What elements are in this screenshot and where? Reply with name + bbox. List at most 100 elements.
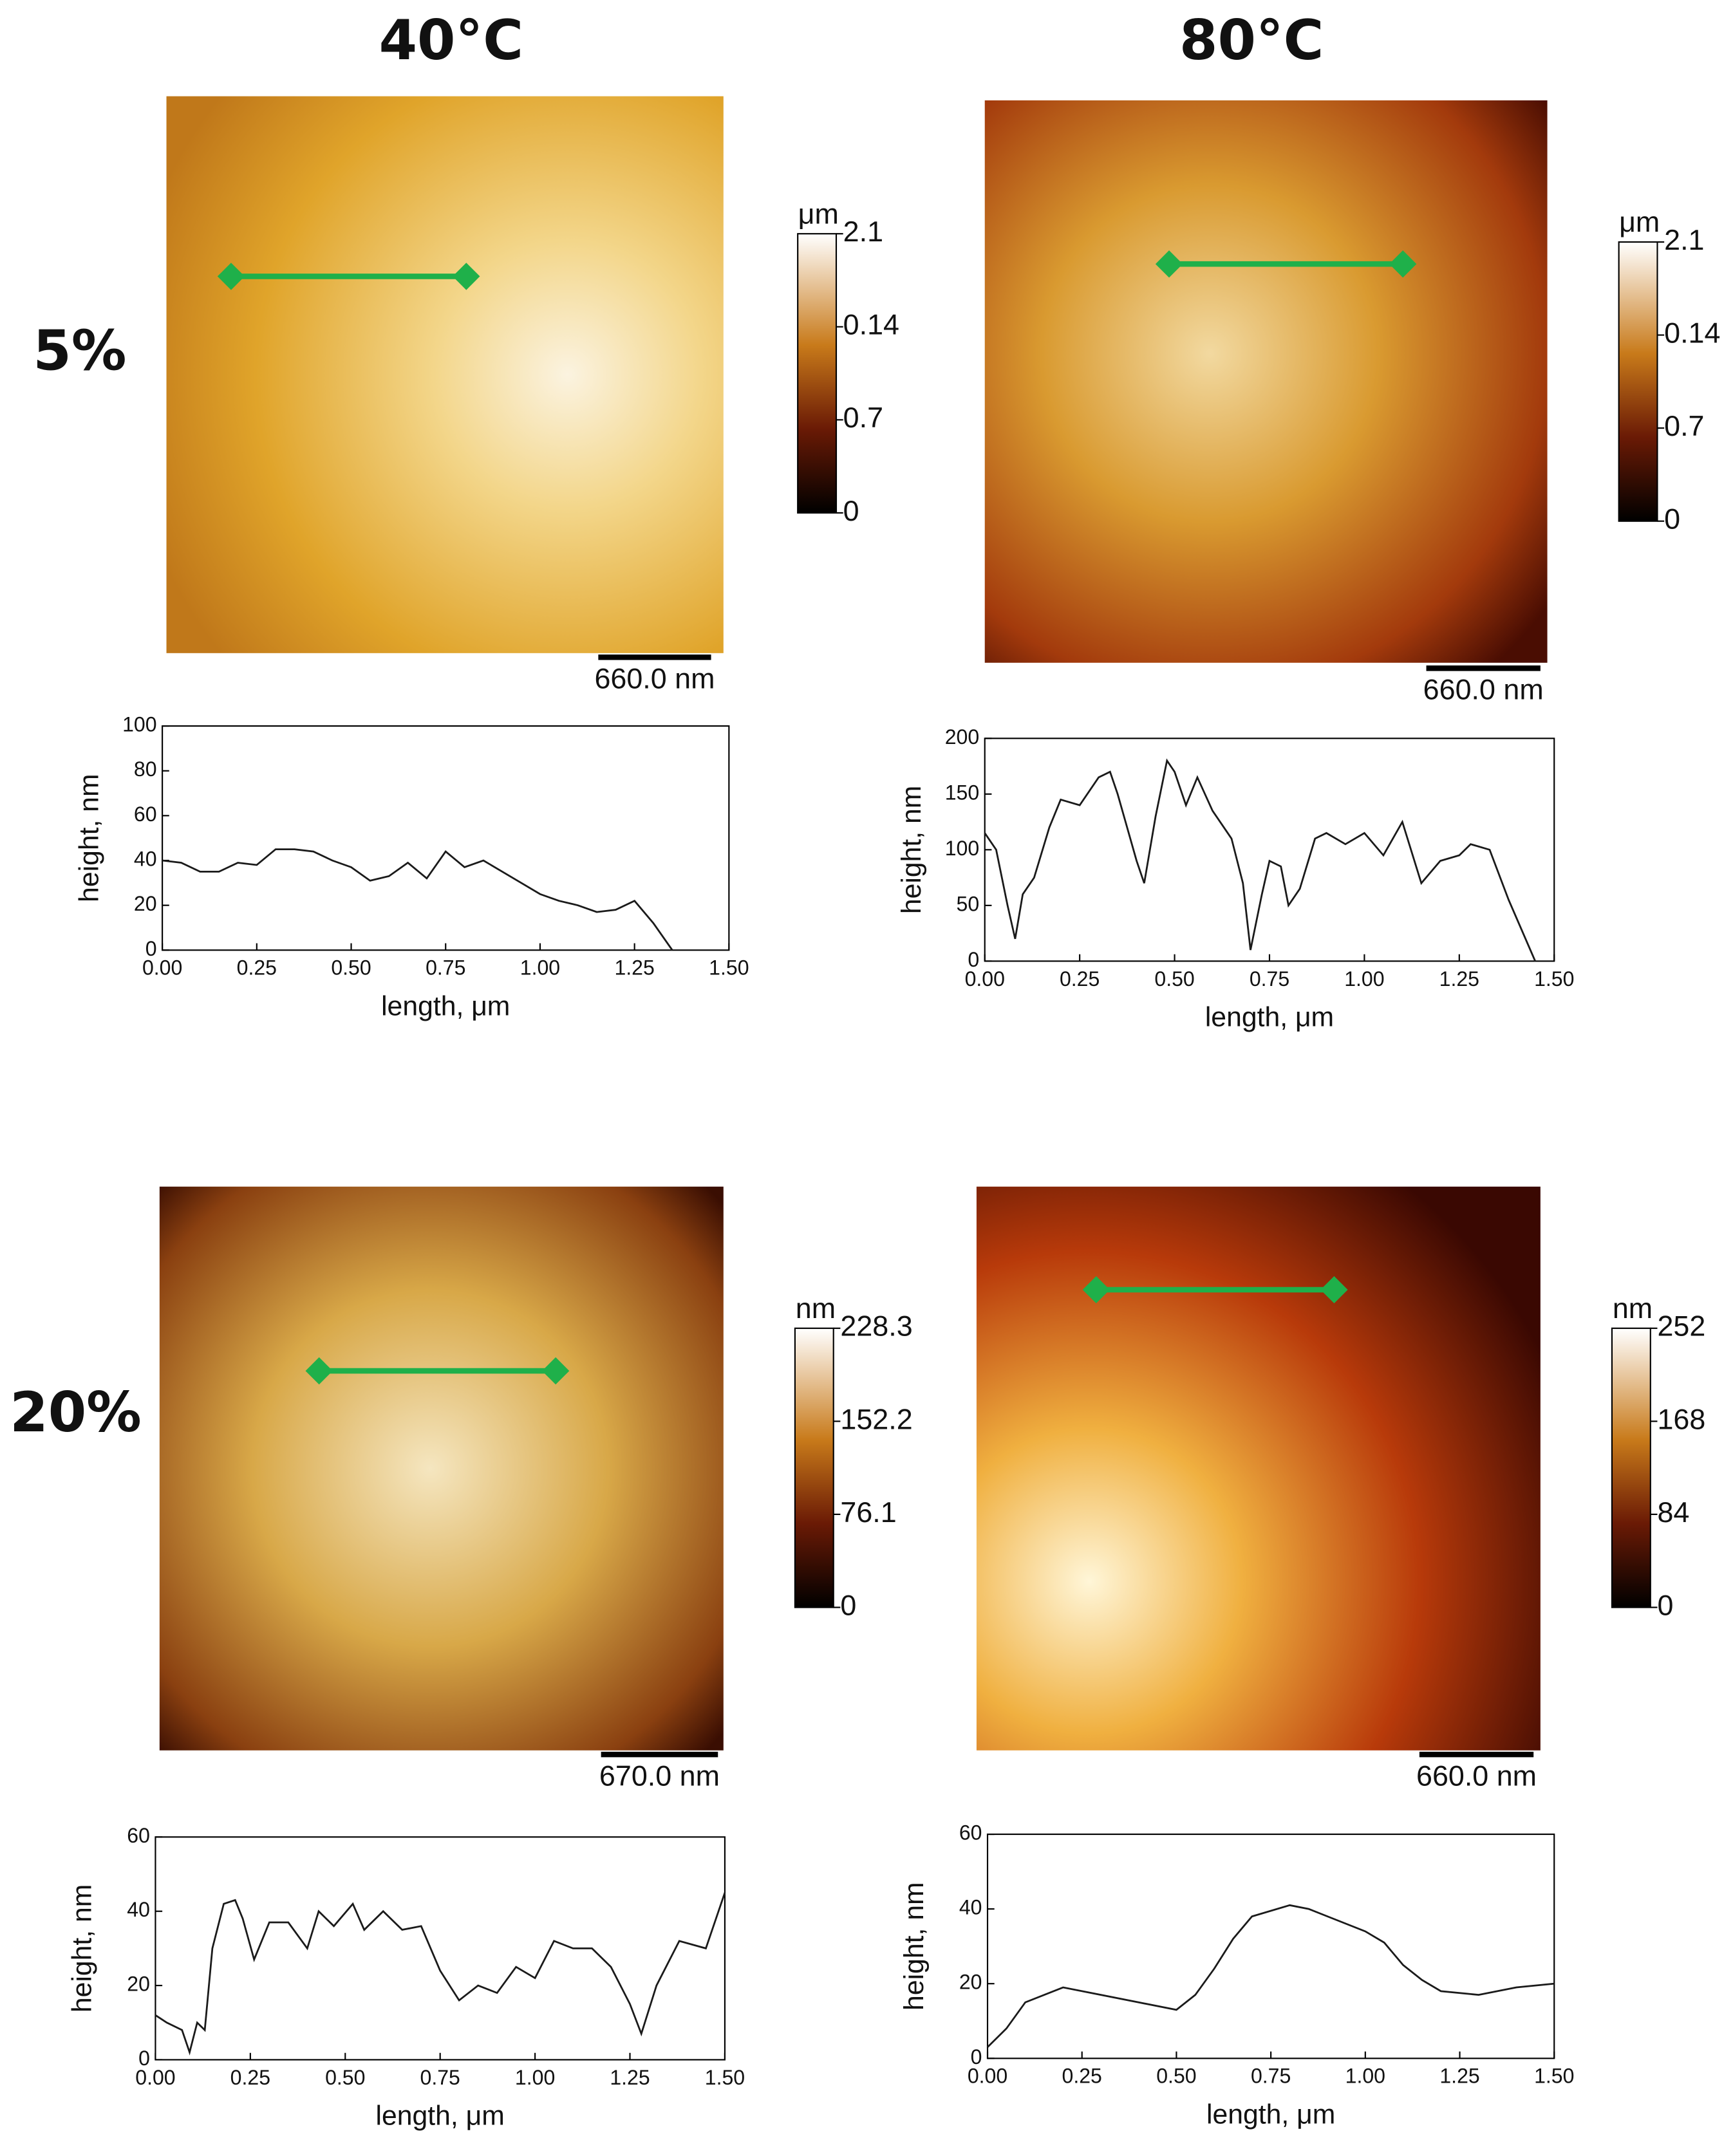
colorbar-tick-label: 2.1 xyxy=(843,215,883,248)
colorbar xyxy=(1618,241,1658,522)
x-tick-label: 0.75 xyxy=(420,2066,460,2089)
x-tick-label: 1.25 xyxy=(614,956,654,980)
x-tick-label: 0.00 xyxy=(965,967,1005,990)
colorbar-tick-label: 76.1 xyxy=(840,1496,896,1529)
x-tick-label: 1.50 xyxy=(1534,967,1574,990)
x-tick-label: 0.50 xyxy=(325,2066,365,2089)
y-tick-label: 200 xyxy=(945,725,979,748)
plot-frame xyxy=(162,725,730,951)
x-tick-label: 0.50 xyxy=(1156,2065,1196,2088)
y-tick-label: 20 xyxy=(127,1973,150,1996)
colorbar-tick-label: 0 xyxy=(840,1588,856,1621)
x-tick-label: 0.25 xyxy=(1062,2065,1102,2088)
profile-curve xyxy=(987,1904,1555,2048)
afm-image xyxy=(984,100,1548,663)
colorbar-tick-label: 2.1 xyxy=(1664,223,1704,256)
colorbar-tick-label: 152.2 xyxy=(840,1402,912,1435)
colorbar-unit: μm xyxy=(1619,205,1660,238)
x-tick-label: 1.25 xyxy=(610,2066,650,2089)
colorbar-tick-label: 0.14 xyxy=(1664,316,1720,349)
x-tick-label: 1.50 xyxy=(709,956,749,980)
profile-marker xyxy=(1389,250,1417,278)
x-axis-label: length, μm xyxy=(1205,1001,1334,1032)
x-tick-label: 0.25 xyxy=(230,2066,270,2089)
colorbar xyxy=(797,233,838,514)
colorbar-tick-label: 0.7 xyxy=(843,401,883,434)
x-tick-label: 0.50 xyxy=(1154,967,1194,990)
x-tick-label: 1.00 xyxy=(1344,967,1384,990)
y-axis-label: height, nm xyxy=(67,1884,98,2012)
x-tick-label: 1.00 xyxy=(515,2066,555,2089)
y-tick-label: 100 xyxy=(122,713,156,736)
profile-curve xyxy=(155,1892,726,2056)
x-tick-label: 0.00 xyxy=(142,956,182,980)
x-tick-label: 0.00 xyxy=(135,2066,175,2089)
profile-marker xyxy=(1082,1276,1110,1304)
colorbar-unit: nm xyxy=(1613,1292,1653,1324)
x-tick-label: 0.25 xyxy=(1060,967,1100,990)
y-tick-label: 0 xyxy=(968,948,979,971)
x-tick-label: 1.00 xyxy=(520,956,560,980)
afm-image xyxy=(159,1186,724,1751)
colorbar-tick-label: 0 xyxy=(1657,1588,1673,1621)
scale-bar-label: 660.0 nm xyxy=(594,662,715,694)
column-header: 40°C xyxy=(379,9,523,73)
colorbar-tick-label: 84 xyxy=(1657,1496,1689,1529)
y-tick-label: 150 xyxy=(945,781,979,804)
x-tick-label: 0.00 xyxy=(968,2065,1007,2088)
colorbar-tick-label: 252 xyxy=(1657,1310,1705,1343)
profile-marker xyxy=(1320,1276,1348,1304)
y-axis-label: height, nm xyxy=(899,1882,930,2010)
colorbar-tick-label: 168 xyxy=(1657,1402,1705,1435)
x-tick-label: 0.75 xyxy=(1251,2065,1291,2088)
colorbar-tick-label: 0 xyxy=(843,494,859,527)
y-tick-label: 60 xyxy=(959,1821,982,1845)
profile-curve xyxy=(162,848,673,951)
colorbar-tick-label: 0.7 xyxy=(1664,409,1704,442)
x-tick-label: 0.75 xyxy=(426,956,465,980)
colorbar-tick-label: 228.3 xyxy=(840,1310,912,1343)
colorbar-unit: μm xyxy=(798,197,839,230)
colorbar xyxy=(794,1327,834,1608)
column-header: 80°C xyxy=(1179,9,1324,73)
y-axis-label: height, nm xyxy=(896,786,927,914)
y-tick-label: 60 xyxy=(127,1824,150,1847)
y-tick-label: 0 xyxy=(138,2047,150,2070)
profile-marker xyxy=(542,1357,570,1385)
x-tick-label: 1.25 xyxy=(1439,2065,1479,2088)
profile-curve xyxy=(984,758,1537,962)
row-header: 20% xyxy=(10,1381,142,1445)
colorbar-tick-label: 0.14 xyxy=(843,308,899,341)
y-tick-label: 40 xyxy=(959,1896,982,1919)
y-tick-label: 20 xyxy=(959,1971,982,1994)
plot-frame xyxy=(984,738,1555,962)
x-tick-label: 1.25 xyxy=(1439,967,1479,990)
x-tick-label: 0.50 xyxy=(331,956,371,980)
y-tick-label: 40 xyxy=(134,847,157,870)
x-tick-label: 0.75 xyxy=(1250,967,1289,990)
y-tick-label: 50 xyxy=(957,892,980,915)
x-tick-label: 1.50 xyxy=(705,2066,745,2089)
scale-bar-label: 660.0 nm xyxy=(1416,1759,1537,1792)
y-tick-label: 20 xyxy=(134,892,157,915)
profile-marker xyxy=(217,263,245,290)
x-axis-label: length, μm xyxy=(376,2100,505,2131)
y-tick-label: 80 xyxy=(134,757,157,781)
row-header: 5% xyxy=(33,320,126,384)
afm-image xyxy=(166,96,724,653)
x-tick-label: 1.00 xyxy=(1345,2065,1385,2088)
x-tick-label: 0.25 xyxy=(237,956,277,980)
y-tick-label: 100 xyxy=(945,837,979,860)
y-tick-label: 60 xyxy=(134,803,157,826)
afm-image xyxy=(976,1186,1541,1751)
y-tick-label: 0 xyxy=(971,2045,982,2068)
y-tick-label: 40 xyxy=(127,1898,150,1921)
y-tick-label: 0 xyxy=(145,937,157,960)
x-axis-label: length, μm xyxy=(1206,2099,1335,2130)
colorbar xyxy=(1611,1327,1651,1608)
y-axis-label: height, nm xyxy=(73,774,104,902)
scale-bar-label: 670.0 nm xyxy=(599,1759,720,1792)
colorbar-unit: nm xyxy=(796,1292,836,1324)
x-tick-label: 1.50 xyxy=(1534,2065,1574,2088)
colorbar-tick-label: 0 xyxy=(1664,503,1680,535)
